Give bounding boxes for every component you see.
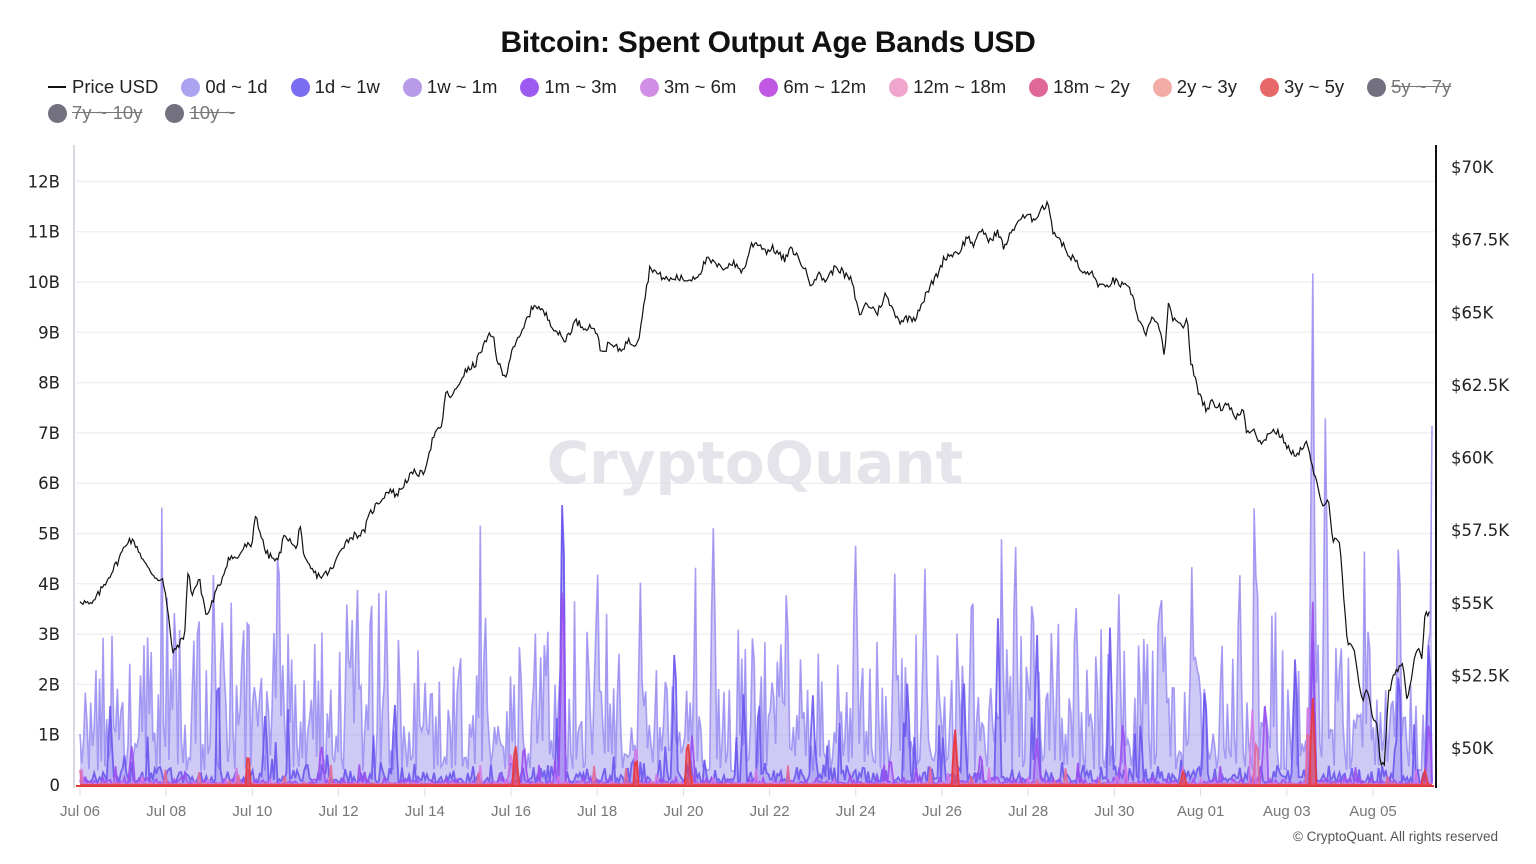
series-line-1d-1w bbox=[79, 504, 1433, 787]
y-tick-label: 12B bbox=[28, 172, 60, 191]
legend-item-5y-7y[interactable]: 5y ~ 7y bbox=[1367, 76, 1451, 98]
legend-item-7y-10y[interactable]: 7y ~ 10y bbox=[48, 102, 142, 124]
x-tick-label: Jul 26 bbox=[922, 803, 962, 820]
legend-item-3y-5y[interactable]: 3y ~ 5y bbox=[1259, 76, 1345, 98]
circle-swatch-icon bbox=[889, 77, 909, 97]
x-tick-label: Jul 16 bbox=[491, 803, 531, 820]
x-tick-label: Jul 28 bbox=[1008, 803, 1048, 820]
y-axis-left: 0 1B 2B 3B 4B 5B 6B 7B 8B 9B 10B 11B 12B bbox=[28, 172, 60, 795]
legend-item-1w-1m[interactable]: 1w ~ 1m bbox=[402, 76, 498, 98]
legend-row: Price USD 0d ~ 1d 1d ~ 1w 1w ~ 1m 1m ~ 3m 3m … bbox=[48, 74, 1508, 100]
circle-swatch-icon bbox=[402, 77, 422, 97]
circle-swatch-icon bbox=[48, 103, 67, 123]
y2-tick-label: $70K bbox=[1451, 158, 1494, 177]
y2-tick-label: $65K bbox=[1451, 303, 1494, 322]
legend-item-0d-1d[interactable]: 0d ~ 1d bbox=[181, 76, 268, 98]
series-area-1d-1w bbox=[80, 505, 1432, 785]
y2-tick-label: $50K bbox=[1451, 739, 1494, 758]
legend-label: 7y ~ 10y bbox=[72, 102, 143, 123]
legend-item-18m-2y[interactable]: 18m ~ 2y bbox=[1029, 76, 1130, 98]
legend-label: 0d ~ 1d bbox=[205, 76, 268, 97]
y-tick-label: 4B bbox=[38, 575, 60, 594]
legend-label: Price USD bbox=[72, 76, 159, 97]
circle-swatch-icon bbox=[1259, 77, 1279, 97]
x-tick-label: Jul 30 bbox=[1094, 803, 1134, 820]
y-tick-label: 9B bbox=[38, 323, 60, 342]
y-tick-label: 10B bbox=[28, 273, 60, 292]
x-tick-label: Jul 14 bbox=[405, 803, 445, 820]
y-tick-label: 2B bbox=[38, 675, 60, 694]
x-tick-label: Aug 01 bbox=[1177, 803, 1225, 820]
legend-label: 12m ~ 18m bbox=[913, 76, 1007, 97]
x-tick-label: Jul 08 bbox=[146, 803, 186, 820]
x-tick-label: Jul 06 bbox=[60, 803, 100, 820]
legend-label: 3y ~ 5y bbox=[1283, 76, 1345, 97]
x-tick-label: Jul 18 bbox=[577, 803, 617, 820]
legend-label: 2y ~ 3y bbox=[1176, 76, 1237, 97]
chart-legend: Price USD 0d ~ 1d 1d ~ 1w 1w ~ 1m 1m ~ 3m 3m … bbox=[48, 74, 1508, 126]
legend-item-2y-3y[interactable]: 2y ~ 3y bbox=[1152, 76, 1237, 98]
circle-swatch-icon bbox=[181, 77, 201, 97]
y-tick-label: 1B bbox=[38, 726, 60, 745]
x-tick-label: Jul 12 bbox=[319, 803, 359, 820]
x-tick-label: Jul 24 bbox=[836, 803, 876, 820]
x-tick-label: Aug 03 bbox=[1263, 803, 1311, 820]
x-tick-label: Aug 05 bbox=[1349, 803, 1397, 820]
y-tick-label: 3B bbox=[38, 625, 60, 644]
legend-label: 1m ~ 3m bbox=[544, 76, 617, 97]
age-band-areas bbox=[79, 273, 1433, 788]
x-tick-label: Jul 10 bbox=[232, 803, 272, 820]
circle-swatch-icon bbox=[165, 103, 185, 123]
circle-swatch-icon bbox=[639, 77, 659, 97]
legend-label: 5y ~ 7y bbox=[1391, 76, 1452, 97]
legend-item-12m-18m[interactable]: 12m ~ 18m bbox=[889, 76, 1006, 98]
copyright-text: © CryptoQuant. All rights reserved bbox=[1292, 829, 1498, 844]
y-tick-label: 8B bbox=[38, 374, 60, 393]
price-usd-line bbox=[79, 199, 1430, 767]
watermark: CryptoQuant bbox=[547, 429, 964, 497]
x-axis: Jul 06 Jul 08 Jul 10 Jul 12 Jul 14 Jul 16 Jul … bbox=[60, 788, 1397, 820]
circle-swatch-icon bbox=[290, 77, 310, 97]
legend-item-1m-3m[interactable]: 1m ~ 3m bbox=[520, 76, 617, 98]
x-tick-label: Jul 20 bbox=[663, 803, 703, 820]
circle-swatch-icon bbox=[1152, 77, 1172, 97]
legend-item-price-usd[interactable]: Price USD bbox=[48, 76, 158, 98]
legend-label: 1d ~ 1w bbox=[314, 76, 380, 97]
circle-swatch-icon bbox=[1029, 77, 1049, 97]
legend-label: 6m ~ 12m bbox=[783, 76, 867, 97]
y2-tick-label: $55K bbox=[1451, 594, 1494, 613]
y2-tick-label: $57.5K bbox=[1451, 521, 1510, 540]
legend-label: 3m ~ 6m bbox=[663, 76, 737, 97]
y-tick-label: 6B bbox=[38, 474, 60, 493]
circle-swatch-icon bbox=[759, 77, 779, 97]
y2-tick-label: $67.5K bbox=[1451, 231, 1510, 250]
circle-swatch-icon bbox=[520, 77, 540, 97]
legend-item-1d-1w[interactable]: 1d ~ 1w bbox=[290, 76, 380, 98]
y2-tick-label: $62.5K bbox=[1451, 376, 1510, 395]
y-axis-right: $50K $52.5K $55K $57.5K $60K $62.5K $65K $67.5K… bbox=[1451, 158, 1510, 758]
y-tick-label: 5B bbox=[38, 525, 60, 544]
y-tick-label: 11B bbox=[28, 223, 60, 242]
circle-swatch-icon bbox=[1367, 77, 1387, 97]
line-swatch-icon bbox=[48, 86, 66, 88]
grid-lines bbox=[76, 180, 1434, 736]
legend-item-10y[interactable]: 10y ~ bbox=[165, 102, 235, 124]
y2-tick-label: $60K bbox=[1451, 449, 1494, 468]
legend-label: 18m ~ 2y bbox=[1053, 76, 1130, 97]
y-tick-label: 7B bbox=[38, 424, 60, 443]
legend-item-6m-12m[interactable]: 6m ~ 12m bbox=[759, 76, 866, 98]
series-area-0d-1d bbox=[80, 273, 1432, 785]
price-line bbox=[79, 199, 1430, 767]
legend-item-3m-6m[interactable]: 3m ~ 6m bbox=[639, 76, 737, 98]
legend-label: 10y ~ bbox=[189, 102, 236, 123]
legend-label: 1w ~ 1m bbox=[426, 76, 498, 97]
y2-tick-label: $52.5K bbox=[1451, 666, 1510, 685]
legend-row: 7y ~ 10y 10y ~ bbox=[48, 100, 1508, 126]
x-tick-label: Jul 22 bbox=[750, 803, 790, 820]
y-tick-label: 0 bbox=[50, 776, 61, 795]
chart-title: Bitcoin: Spent Output Age Bands USD bbox=[500, 26, 1036, 59]
